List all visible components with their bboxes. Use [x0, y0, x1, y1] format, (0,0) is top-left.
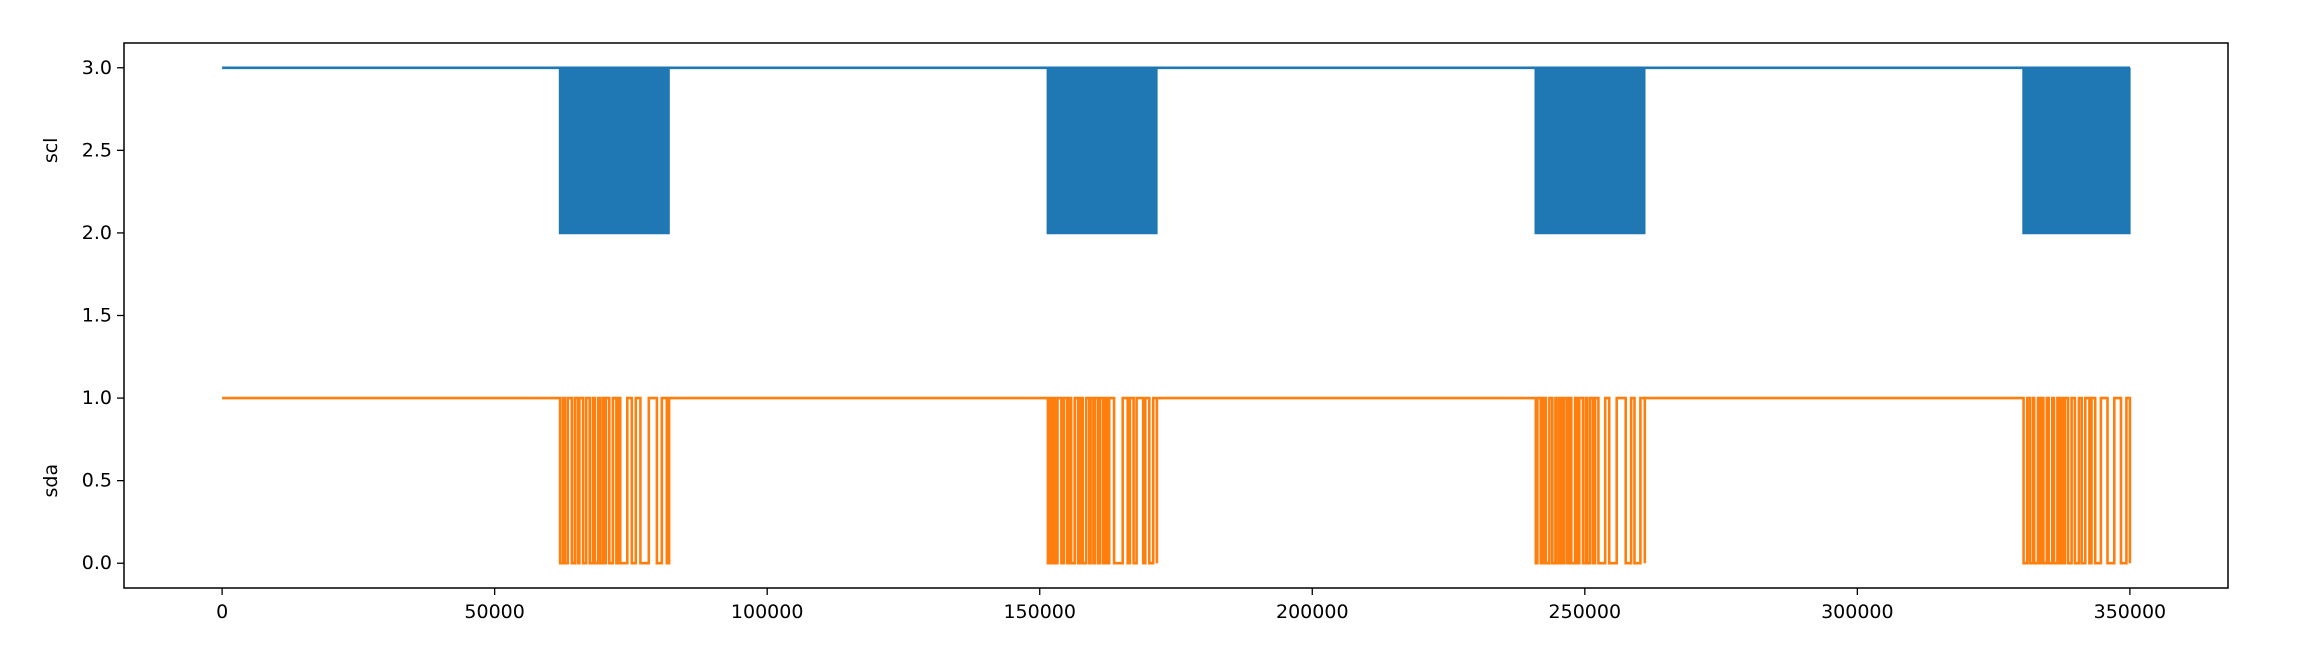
- x-tick-label: 100000: [731, 601, 804, 623]
- y-tick-label: 1.5: [82, 305, 112, 327]
- x-tick-label: 350000: [2094, 601, 2167, 623]
- y-axis-label-sda: sda: [40, 464, 62, 498]
- plot-frame: [123, 42, 2229, 589]
- scl-burst-block: [560, 67, 670, 233]
- x-tick-label: 250000: [1549, 601, 1622, 623]
- y-tick-label: 0.0: [82, 552, 112, 574]
- y-tick-label: 2.0: [82, 222, 112, 244]
- x-tick-label: 150000: [1003, 601, 1076, 623]
- y-tick-label: 0.5: [82, 470, 112, 492]
- scl-burst-block: [2023, 67, 2130, 233]
- y-tick-label: 3.0: [82, 57, 112, 79]
- scl-burst-block: [1047, 67, 1157, 233]
- x-tick-label: 300000: [1821, 601, 1894, 623]
- x-tick-label: 0: [216, 601, 228, 623]
- series-line-scl: [222, 66, 2131, 235]
- x-axis: 0 50000 100000 150000 200000 250000 300000 3500…: [216, 588, 2166, 623]
- y-axis: 0.0 0.5 1.0 1.5 2.0 2.5 3.0: [82, 57, 124, 574]
- scl-burst-block: [1535, 67, 1645, 233]
- x-tick-label: 50000: [464, 601, 524, 623]
- y-axis-label-scl: scl: [40, 138, 62, 164]
- y-tick-label: 1.0: [82, 387, 112, 409]
- y-tick-label: 2.5: [82, 139, 112, 161]
- plot-content: [222, 66, 2132, 565]
- x-tick-label: 200000: [1276, 601, 1349, 623]
- series-line-sda: [222, 396, 2132, 565]
